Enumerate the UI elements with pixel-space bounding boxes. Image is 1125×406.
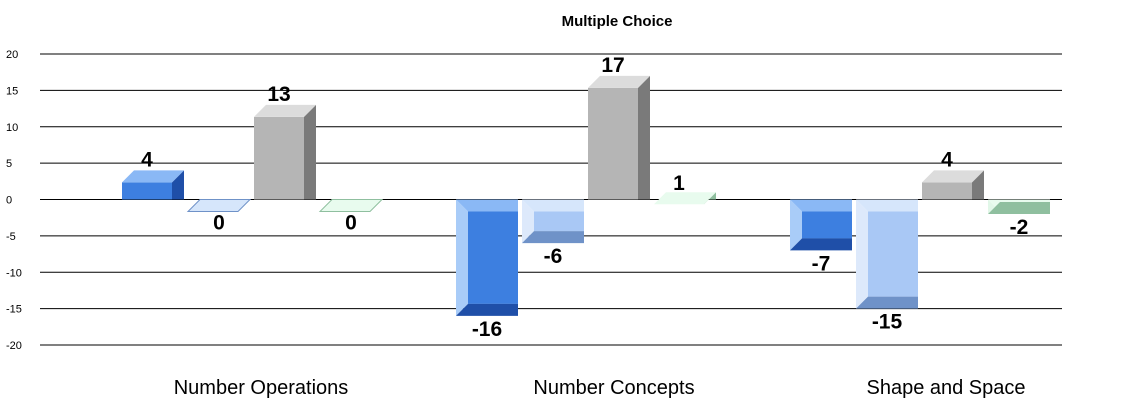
category-labels: Number Operations Number Concepts Shape an… (174, 377, 1026, 399)
bar-top (254, 104, 316, 117)
y-axis-ticks: 20 15 10 5 0 -5 -10 -15 -20 (6, 49, 22, 352)
bar-front (254, 116, 304, 200)
data-label: -7 (812, 252, 831, 275)
bar (588, 75, 650, 200)
bar (456, 199, 518, 316)
data-label: -15 (872, 311, 903, 334)
bar-side (304, 104, 316, 200)
bar-front (122, 182, 172, 200)
bar-top (456, 199, 518, 212)
data-label: -6 (544, 245, 563, 268)
bar-bottom (988, 202, 1050, 215)
bar-top (922, 170, 984, 183)
bar (318, 199, 384, 212)
y-tick-label: 0 (6, 195, 12, 207)
bar-bottom (790, 238, 852, 251)
bar-top (522, 199, 584, 212)
bar-side (638, 75, 650, 200)
y-tick-label: 5 (6, 158, 12, 170)
y-tick-label: -5 (6, 231, 16, 243)
bar-left (790, 199, 802, 251)
bar-front (468, 211, 518, 304)
bar-top (588, 75, 650, 88)
bar (186, 199, 252, 212)
bar (922, 170, 984, 200)
bar-front (588, 87, 638, 200)
bar-bottom (856, 296, 918, 309)
bar-bottom (522, 231, 584, 244)
bar-left (456, 199, 468, 316)
bar (654, 192, 716, 205)
bar (856, 199, 918, 309)
y-tick-label: 20 (6, 49, 18, 61)
bar-front (802, 211, 852, 239)
bar-zero-slab (186, 199, 252, 212)
bars (122, 75, 1050, 316)
data-label: 4 (141, 148, 153, 171)
y-tick-label: -10 (6, 267, 22, 279)
data-label: 0 (345, 212, 357, 235)
bar-top (790, 199, 852, 212)
data-label: -2 (1010, 216, 1029, 239)
data-label: 13 (267, 83, 290, 106)
data-labels: 4 0 13 0 -16 -6 17 1 -7 -15 4 -2 (141, 54, 1028, 341)
bar-left (988, 199, 1000, 215)
data-label: 4 (941, 148, 953, 171)
bar (988, 199, 1050, 215)
bar-side (972, 170, 984, 200)
y-tick-label: 15 (6, 85, 18, 97)
y-tick-label: -20 (6, 340, 22, 352)
category-label: Number Operations (174, 377, 349, 399)
bar-bottom (456, 303, 518, 316)
y-tick-label: 10 (6, 122, 18, 134)
y-tick-label: -15 (6, 304, 22, 316)
bar-front (868, 211, 918, 297)
bar (790, 199, 852, 251)
data-label: 0 (213, 212, 225, 235)
bar-zero-slab (318, 199, 384, 212)
bar (254, 104, 316, 200)
bar-left (856, 199, 868, 309)
data-label: -16 (472, 318, 502, 341)
bar-left (522, 199, 534, 244)
bar-top (122, 170, 184, 183)
bar (122, 170, 184, 200)
bar-top (654, 192, 716, 205)
bar-front (922, 182, 972, 200)
bar-front (534, 211, 584, 232)
chart-title: Multiple Choice (562, 13, 673, 30)
category-label: Shape and Space (866, 377, 1025, 399)
data-label: 1 (673, 172, 685, 195)
bar-top (856, 199, 918, 212)
data-label: 17 (601, 54, 624, 77)
bar (522, 199, 584, 244)
category-label: Number Concepts (533, 377, 694, 399)
bar-side (172, 170, 184, 200)
